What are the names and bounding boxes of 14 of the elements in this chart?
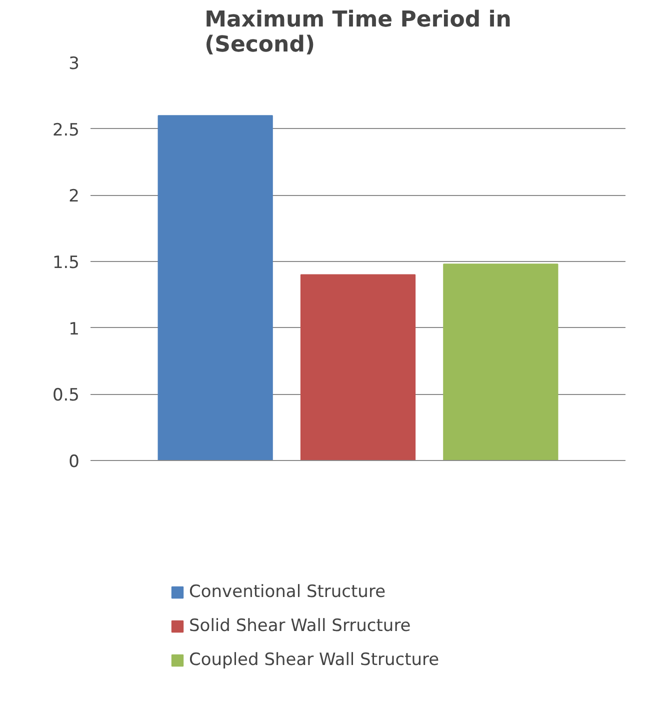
y-tick-label: 0.5 — [52, 386, 80, 406]
bar — [300, 274, 416, 460]
legend-label: Solid Shear Wall Srructure — [189, 616, 411, 636]
legend-label: Conventional Structure — [189, 582, 386, 602]
chart-title: Maximum Time Period in (Second) — [204, 8, 512, 58]
bar — [158, 115, 273, 460]
y-tick-label: 3 — [68, 54, 80, 74]
y-tick-label: 2.5 — [52, 120, 80, 140]
y-tick-label: 1 — [68, 319, 80, 340]
legend-label: Coupled Shear Wall Structure — [189, 650, 440, 670]
y-tick-label: 2 — [68, 186, 80, 207]
bar — [443, 264, 558, 460]
y-tick-label: 1.5 — [52, 253, 80, 273]
y-tick-label: 0 — [68, 452, 80, 472]
